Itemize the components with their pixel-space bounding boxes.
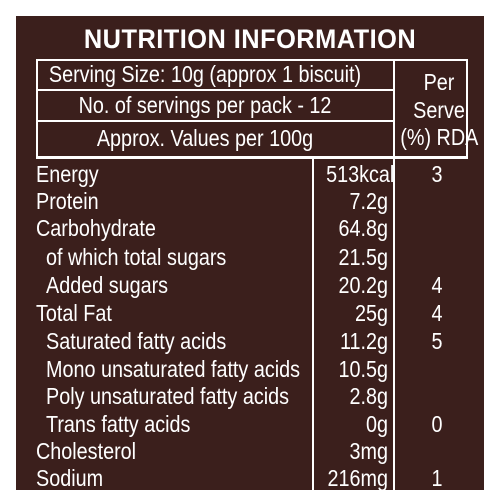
divider-top [36,59,468,61]
nutrient-rda: 1 [431,465,443,491]
nutrient-rda: 3 [431,161,443,187]
nutrient-name: Added sugars [46,272,169,298]
nutrient-name: of which total sugars [46,244,227,270]
nutrient-rda: 5 [431,328,443,354]
nutrition-panel: NUTRITION INFORMATION Serving Size: 10g … [16,16,484,491]
nutrient-rda: 4 [431,300,443,326]
divider-servings-count [36,120,394,122]
nutrient-name: Energy [36,161,99,187]
divider-header-bottom [36,156,468,159]
nutrient-name: Cholesterol [36,438,137,464]
column-divider-header [393,59,395,491]
nutrient-name: Total Fat [36,300,112,326]
servings-per-pack-label: No. of servings per pack - 12 [78,92,332,118]
nutrient-value: 20.2g [338,272,388,298]
divider-serving [36,89,394,91]
nutrient-name: Protein [36,188,99,214]
per-serve-label-line2: Serve [413,97,465,123]
nutrient-value: 216mg [327,465,388,491]
panel-title: NUTRITION INFORMATION [83,24,417,54]
nutrient-value: 2.8g [349,383,388,409]
nutrient-name: Carbohydrate [36,215,156,241]
nutrient-value: 21.5g [338,244,388,270]
nutrient-name: Saturated fatty acids [46,328,227,354]
per-serve-label-line1: Per [423,69,455,95]
frame-right [466,59,468,157]
nutrient-name: Sodium [36,465,104,491]
nutrient-value: 10.5g [338,356,388,382]
nutrient-value: 3mg [349,438,388,464]
nutrient-name: Poly unsaturated fatty acids [46,383,290,409]
nutrient-value: 513kcal [326,161,395,187]
nutrient-value: 7.2g [349,188,388,214]
nutrient-name: Trans fatty acids [46,411,191,437]
column-divider-values [312,156,314,490]
nutrient-rda: 0 [431,411,443,437]
per-serve-label-line3: (%) RDA [400,124,479,150]
serving-size-label: Serving Size: 10g (approx 1 biscuit) [48,61,362,87]
nutrient-name: Mono unsaturated fatty acids [46,356,300,382]
values-basis-label: Approx. Values per 100g [96,125,314,151]
nutrient-value: 0g [365,411,388,437]
nutrient-value: 25g [354,300,388,326]
nutrient-rda: 4 [431,272,443,298]
nutrient-value: 11.2g [339,328,388,354]
frame-left [36,59,38,157]
nutrient-value: 64.8g [338,215,388,241]
